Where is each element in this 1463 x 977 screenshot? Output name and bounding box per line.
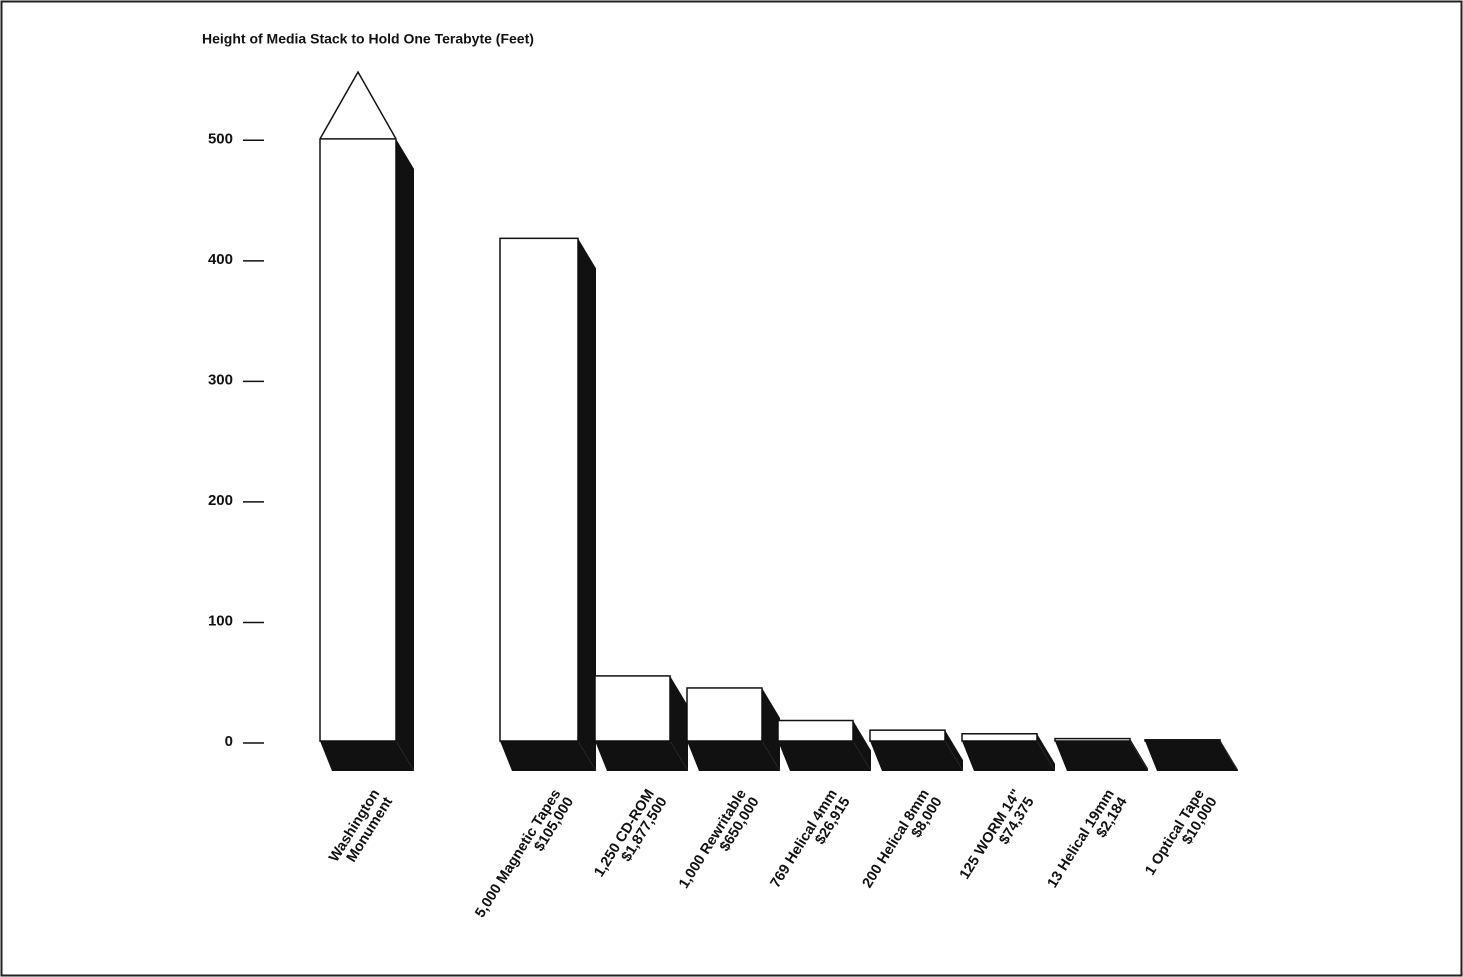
bar-base — [1055, 741, 1148, 771]
bar — [961, 733, 1055, 771]
y-tick-label: 0 — [225, 733, 233, 750]
x-tick-label: 1,250 CD-ROM$1,877,500 — [591, 787, 670, 888]
bar-side — [1037, 733, 1055, 771]
bar-face — [686, 687, 763, 742]
bar-side — [578, 238, 596, 771]
bar — [319, 70, 414, 771]
y-tick-label: 500 — [208, 130, 233, 147]
bar-face — [869, 729, 946, 742]
bar-base — [687, 741, 780, 771]
x-tick-label: 200 Helical 8mm$8,000 — [860, 787, 946, 899]
bar-side — [1220, 739, 1238, 771]
x-tick-label: 1,000 Rewritable$650,000 — [676, 787, 763, 900]
bar — [869, 729, 963, 771]
bar-side — [396, 138, 414, 771]
x-tick-label: 5,000 Magnetic Tapes$105,000 — [472, 787, 577, 929]
bar-face — [594, 675, 671, 742]
y-tick-label: 400 — [208, 251, 233, 268]
bar-face — [319, 70, 397, 742]
bar — [777, 719, 871, 771]
bar — [499, 237, 596, 771]
chart-title: Height of Media Stack to Hold One Teraby… — [202, 31, 534, 47]
bar — [1144, 739, 1238, 771]
bar-face — [499, 237, 579, 742]
bar-base — [500, 741, 596, 771]
x-tick-label: 769 Helical 4mm$26,915 — [768, 787, 854, 899]
bar-base — [1145, 741, 1238, 771]
bar-face — [1144, 739, 1221, 742]
x-tick-label: WashingtonMonument — [326, 786, 396, 872]
bar — [1054, 737, 1148, 771]
bar-side — [762, 687, 780, 771]
bar-face — [777, 719, 854, 742]
y-tick-label: 100 — [208, 612, 233, 629]
x-tick-label: 1 Optical Tape$10,000 — [1142, 787, 1220, 887]
bar-side — [853, 720, 871, 771]
bar-base — [870, 741, 963, 771]
bar-base — [595, 741, 688, 771]
x-tick-label-line: 5,000 Magnetic Tapes — [472, 787, 564, 921]
bar-face — [961, 733, 1038, 742]
x-tick-label: 13 Helical 19mm$2,184 — [1045, 787, 1131, 899]
bar-side — [945, 730, 963, 771]
bar — [594, 675, 688, 771]
bar — [686, 687, 780, 771]
bar-base — [962, 741, 1055, 771]
bar-side — [670, 675, 688, 771]
bar-face — [1054, 737, 1131, 742]
y-tick-label: 300 — [208, 371, 233, 388]
bar-base — [320, 741, 414, 771]
x-tick-label: 125 WORM 14"$74,375 — [957, 787, 1038, 891]
bar-side — [1130, 738, 1148, 771]
y-tick-label: 200 — [208, 492, 233, 509]
bar-base — [778, 741, 871, 771]
